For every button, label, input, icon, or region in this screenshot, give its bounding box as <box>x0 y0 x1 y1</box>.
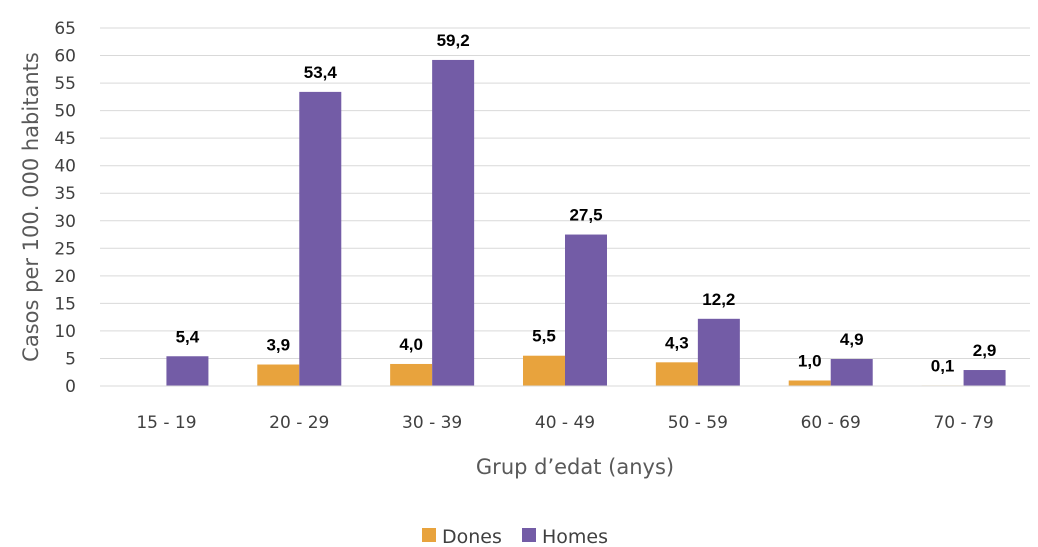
data-label: 5,5 <box>532 327 556 346</box>
x-tick-label: 60 - 69 <box>801 413 861 433</box>
bar-homes <box>299 91 342 387</box>
bar-homes <box>166 356 209 386</box>
x-tick-label: 20 - 29 <box>269 413 329 433</box>
y-tick-label: 45 <box>54 129 76 149</box>
legend-label: Homes <box>542 526 608 547</box>
data-label: 59,2 <box>437 31 470 50</box>
y-tick-label: 35 <box>54 184 76 204</box>
y-tick-label: 15 <box>54 294 76 314</box>
data-label: 53,4 <box>304 63 338 82</box>
y-tick-label: 0 <box>65 377 76 397</box>
legend: Dones Homes <box>422 526 608 547</box>
x-tick-label: 70 - 79 <box>933 413 993 433</box>
x-tick-label: 50 - 59 <box>668 413 728 433</box>
y-tick-label: 65 <box>54 19 76 39</box>
legend-swatch-homes <box>522 528 536 542</box>
data-label: 4,9 <box>840 330 864 349</box>
bar-dones <box>390 363 433 386</box>
y-tick-label: 10 <box>54 322 76 342</box>
bar-homes <box>432 59 475 387</box>
y-tick-label: 25 <box>54 239 76 259</box>
y-tick-label: 5 <box>65 349 76 369</box>
data-label: 2,9 <box>973 341 997 360</box>
data-label: 1,0 <box>798 351 822 370</box>
y-tick-label: 50 <box>54 102 76 122</box>
bar-dones <box>523 355 565 386</box>
y-tick-label: 40 <box>54 157 76 177</box>
x-tick-label: 40 - 49 <box>535 413 595 433</box>
bar-dones <box>655 362 698 386</box>
data-label: 27,5 <box>569 206 602 225</box>
legend-swatch-dones <box>422 528 436 542</box>
legend-label: Dones <box>442 526 502 547</box>
y-tick-label: 55 <box>54 74 76 94</box>
data-label: 4,0 <box>399 335 423 354</box>
bar-homes <box>697 318 740 386</box>
x-axis-title: Grup d’edat (anys) <box>476 455 674 479</box>
data-label: 0,1 <box>931 356 955 375</box>
bar-dones <box>788 380 831 386</box>
data-label: 12,2 <box>702 290 735 309</box>
x-tick-label: 15 - 19 <box>136 413 196 433</box>
bar-homes <box>565 234 607 386</box>
y-axis-ticks: 0 5 10 15 20 25 30 35 40 45 50 55 60 65 <box>54 19 76 397</box>
y-tick-label: 20 <box>54 267 76 287</box>
bar-homes <box>963 370 1006 386</box>
y-axis-title: Casos per 100. 000 habitants <box>19 52 43 362</box>
y-tick-label: 30 <box>54 212 76 232</box>
bar-dones <box>257 364 300 386</box>
data-label: 5,4 <box>176 327 200 346</box>
bars <box>166 59 1006 387</box>
data-label: 4,3 <box>665 333 689 352</box>
data-label: 3,9 <box>266 336 290 355</box>
x-tick-label: 30 - 39 <box>402 413 462 433</box>
y-tick-label: 60 <box>54 47 76 67</box>
x-axis-ticks: 15 - 19 20 - 29 30 - 39 40 - 49 50 - 59 60 - … <box>136 413 993 433</box>
bar-homes <box>830 359 873 386</box>
data-labels: 5,4 3,9 53,4 4,0 59,2 5,5 27,5 4,3 12,2 1,0 4,9 0,1… <box>176 31 997 376</box>
